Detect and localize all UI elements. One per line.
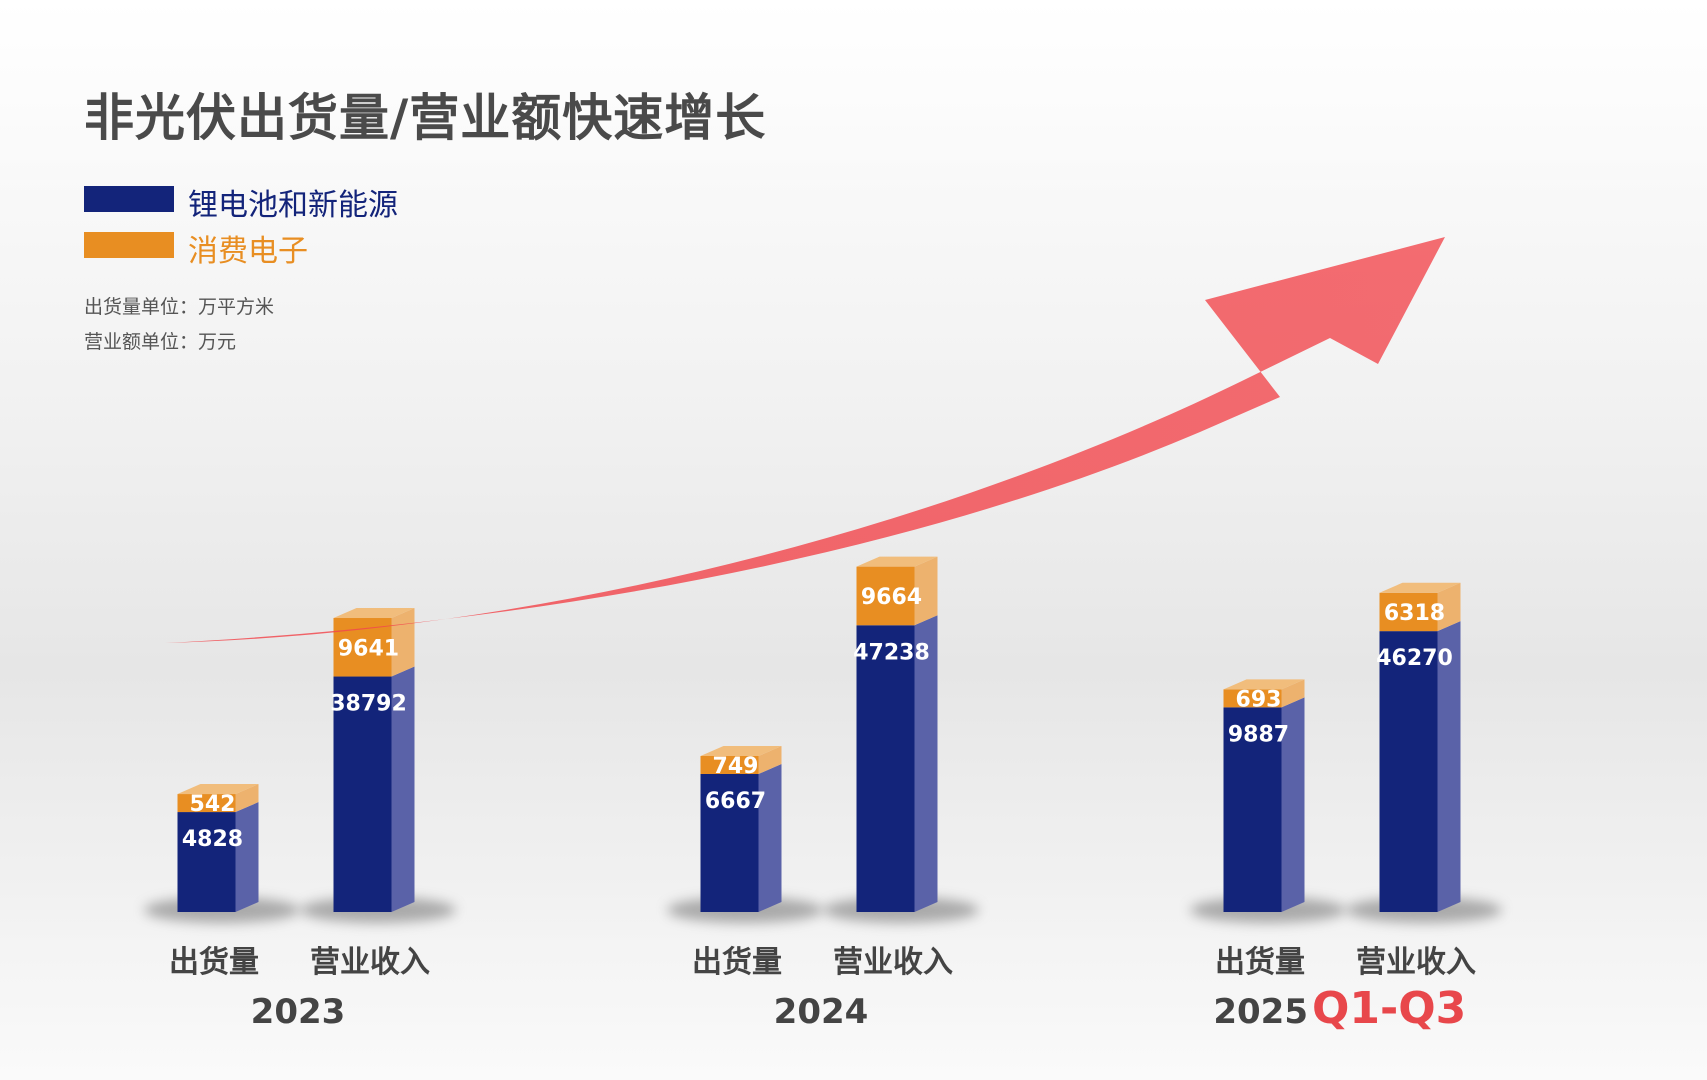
- bar-2023-shipment-lithium-value: 4828: [182, 827, 243, 852]
- bar-2023-revenue-lithium-side: [391, 666, 415, 912]
- bar-2025-revenue-consumer: [1379, 592, 1438, 632]
- bar-2023-shipment-top: [177, 784, 259, 795]
- year-label-2023: 2023: [251, 992, 346, 1032]
- bar-2025-shipment-top: [1223, 679, 1305, 690]
- chart-title: 非光伏出货量/营业额快速增长: [84, 89, 767, 147]
- category-label-2024-shipment: 出货量: [692, 945, 782, 980]
- bar-2025-revenue-lithium-side: [1437, 621, 1461, 912]
- trend-arrow: [165, 237, 1445, 643]
- bar-2025-shipment-lithium-side: [1281, 697, 1305, 912]
- bar-2023-revenue-lithium: [333, 676, 392, 912]
- legend-label-lithium: 锂电池和新能源: [188, 188, 398, 223]
- bar-2025-shipment-lithium-value: 9887: [1228, 722, 1289, 747]
- category-label-2023-revenue: 营业收入: [310, 945, 430, 980]
- bar-2024-revenue-lithium-side: [914, 615, 938, 912]
- bar-2025-revenue-top: [1379, 582, 1461, 593]
- bar-2023-shipment-consumer-side: [235, 784, 259, 813]
- bar-2023-revenue-lithium-value: 38792: [330, 692, 407, 717]
- bar-2023-shipment-consumer: [177, 794, 236, 813]
- year-suffix-2025: Q1-Q3: [1312, 983, 1466, 1034]
- legend-swatch-lithium: [84, 186, 174, 212]
- bar-2023-revenue-top: [333, 608, 415, 619]
- bar-2023-shipment-consumer-value: 542: [190, 792, 236, 817]
- legend: 锂电池和新能源 消费电子: [84, 186, 504, 269]
- bar-2024-shipment-consumer-side: [758, 745, 782, 774]
- year-label-2025: 2025: [1213, 992, 1308, 1032]
- category-label-2025-shipment: 出货量: [1215, 945, 1305, 980]
- category-label-2025-revenue: 营业收入: [1356, 945, 1476, 980]
- category-label-2024-revenue: 营业收入: [833, 945, 953, 980]
- bar-2023-revenue-consumer: [333, 618, 392, 677]
- bar-2025-shipment-consumer: [1223, 689, 1282, 708]
- bar-2025-revenue-lithium: [1379, 631, 1438, 912]
- bar-2025-revenue-consumer-value: 6318: [1384, 601, 1445, 626]
- bar-2024-shipment-lithium: [700, 773, 759, 912]
- legend-label-consumer: 消费电子: [188, 234, 308, 269]
- bar-2025-revenue-consumer-side: [1437, 582, 1461, 632]
- bar-2023-shipment-lithium: [177, 812, 236, 912]
- bar-2024-shipment-lithium-side: [758, 763, 782, 912]
- legend-swatch-consumer: [84, 232, 174, 258]
- shipment-unit-note: 出货量单位：万平方米: [84, 296, 275, 318]
- bar-2024-revenue-consumer: [856, 566, 915, 626]
- bar-2024-revenue-consumer-side: [914, 556, 938, 626]
- year-label-2024: 2024: [774, 992, 869, 1032]
- revenue-unit-note: 营业额单位：万元: [84, 331, 237, 353]
- bar-2024-revenue-lithium: [856, 625, 915, 912]
- bar-2025-shipment-lithium: [1223, 707, 1282, 912]
- bar-2024-revenue-consumer-value: 9664: [861, 585, 922, 610]
- bar-2024-revenue-lithium-value: 47238: [853, 640, 930, 665]
- bar-2024-shipment-top: [700, 745, 782, 756]
- bar-2025-shipment-consumer-side: [1281, 679, 1305, 708]
- bar-2024-shipment-consumer: [700, 755, 759, 774]
- category-label-2023-shipment: 出货量: [169, 945, 259, 980]
- bar-2024-revenue-top: [856, 556, 938, 567]
- bar-2023-revenue-consumer-value: 9641: [338, 636, 399, 661]
- bar-2025-shipment-consumer-value: 693: [1236, 687, 1282, 712]
- bar-2024-shipment-consumer-value: 749: [713, 754, 759, 779]
- bar-2023-shipment-lithium-side: [235, 802, 259, 912]
- bar-2025-revenue-lithium-value: 46270: [1376, 646, 1453, 671]
- bar-2024-shipment-lithium-value: 6667: [705, 789, 766, 814]
